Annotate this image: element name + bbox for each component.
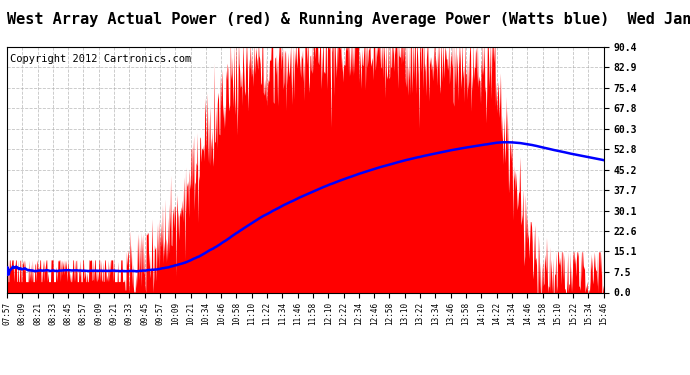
Text: West Array Actual Power (red) & Running Average Power (Watts blue)  Wed Jan 18 1: West Array Actual Power (red) & Running … [7, 11, 690, 27]
Text: Copyright 2012 Cartronics.com: Copyright 2012 Cartronics.com [10, 54, 191, 64]
